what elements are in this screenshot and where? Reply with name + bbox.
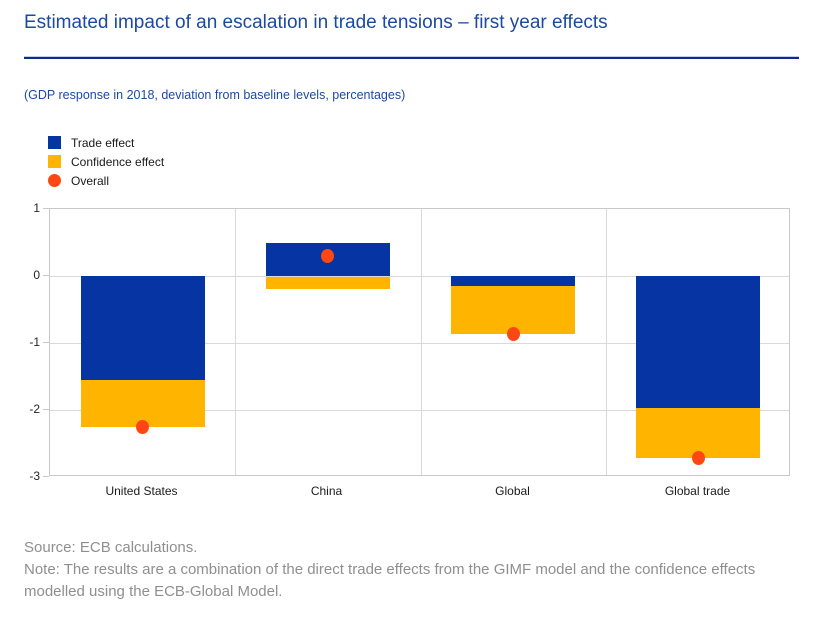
y-axis-tick-label: -3 [29,469,40,483]
y-axis-tick [43,275,49,276]
title-divider [24,56,799,59]
bar-trade-effect [81,276,205,380]
y-axis-tick-label: 1 [33,201,40,215]
y-axis-tick [43,342,49,343]
panel-separator [235,209,236,475]
bar-confidence-effect [266,276,390,290]
bar-trade-effect [636,276,760,408]
note-text: Note: The results are a combination of t… [24,561,756,600]
bar-trade-effect [451,276,575,287]
category-label: Global [495,484,530,498]
chart-subtitle: (GDP response in 2018, deviation from ba… [24,88,406,102]
bar-confidence-effect [636,407,760,459]
y-axis-tick [43,409,49,410]
legend: Trade effect Confidence effect Overall [48,133,164,190]
bar-confidence-effect [81,379,205,427]
confidence-effect-swatch-icon [48,155,61,168]
legend-label: Trade effect [71,135,135,150]
category-label: Global trade [664,484,731,498]
y-axis-tick [43,476,49,477]
overall-marker [506,327,520,342]
y-axis-tick-label: 0 [33,268,40,282]
panel-separator [606,209,607,475]
legend-item-trade-effect: Trade effect [48,133,164,152]
chart-title: Estimated impact of an escalation in tra… [24,12,608,33]
category-label: United States [105,484,178,498]
footer: Source: ECB calculations. Note: The resu… [24,537,759,603]
overall-marker [321,248,335,263]
panel-separator [421,209,422,475]
category-label: China [310,484,343,498]
gridline [50,342,789,344]
legend-label: Confidence effect [71,154,165,169]
y-axis-tick-label: -2 [29,402,40,416]
overall-marker [136,419,150,434]
legend-label: Overall [71,173,110,188]
source-text: Source: ECB calculations. [24,539,198,556]
overall-dot-icon [48,174,61,187]
y-axis-tick-label: -1 [29,335,40,349]
trade-effect-swatch-icon [48,136,61,149]
gridline [50,275,789,277]
overall-marker [691,451,705,466]
legend-item-overall: Overall [48,171,164,190]
plot-area [49,208,790,476]
legend-item-confidence-effect: Confidence effect [48,152,164,171]
y-axis-tick [43,208,49,209]
bar-confidence-effect [451,286,575,335]
gridline [50,409,789,411]
